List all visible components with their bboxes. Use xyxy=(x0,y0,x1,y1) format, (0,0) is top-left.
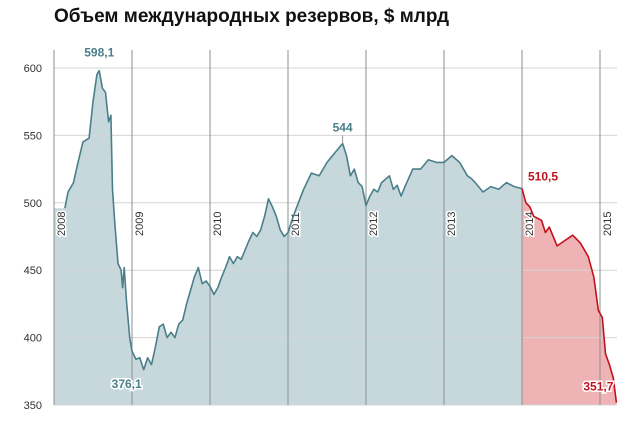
data-label: 598,1 xyxy=(84,46,114,60)
data-label: 510,5 xyxy=(528,170,558,184)
x-tick-label: 2013 xyxy=(446,212,458,236)
y-tick-label: 400 xyxy=(24,333,42,345)
data-label: 544 xyxy=(333,120,353,134)
data-label: 351,7 xyxy=(583,380,613,394)
x-tick-label: 2009 xyxy=(134,212,146,236)
y-tick-label: 600 xyxy=(24,63,42,75)
x-tick-label: 2014 xyxy=(524,212,536,236)
x-tick-label: 2012 xyxy=(368,212,380,236)
area-fill-1 xyxy=(522,188,617,405)
series-line-1 xyxy=(521,188,618,403)
y-tick-label: 350 xyxy=(24,400,42,412)
y-tick-label: 450 xyxy=(24,265,42,277)
data-label: 376,1 xyxy=(112,377,142,391)
series-line-0 xyxy=(64,69,523,371)
x-tick-label: 2015 xyxy=(602,212,614,236)
x-tick-label: 2008 xyxy=(56,212,68,236)
x-tick-label: 2011 xyxy=(290,212,302,236)
chart-title: Объем международных резервов, $ млрд xyxy=(54,6,450,27)
y-tick-label: 550 xyxy=(24,130,42,142)
y-tick-label: 500 xyxy=(24,198,42,210)
x-tick-label: 2010 xyxy=(212,212,224,236)
